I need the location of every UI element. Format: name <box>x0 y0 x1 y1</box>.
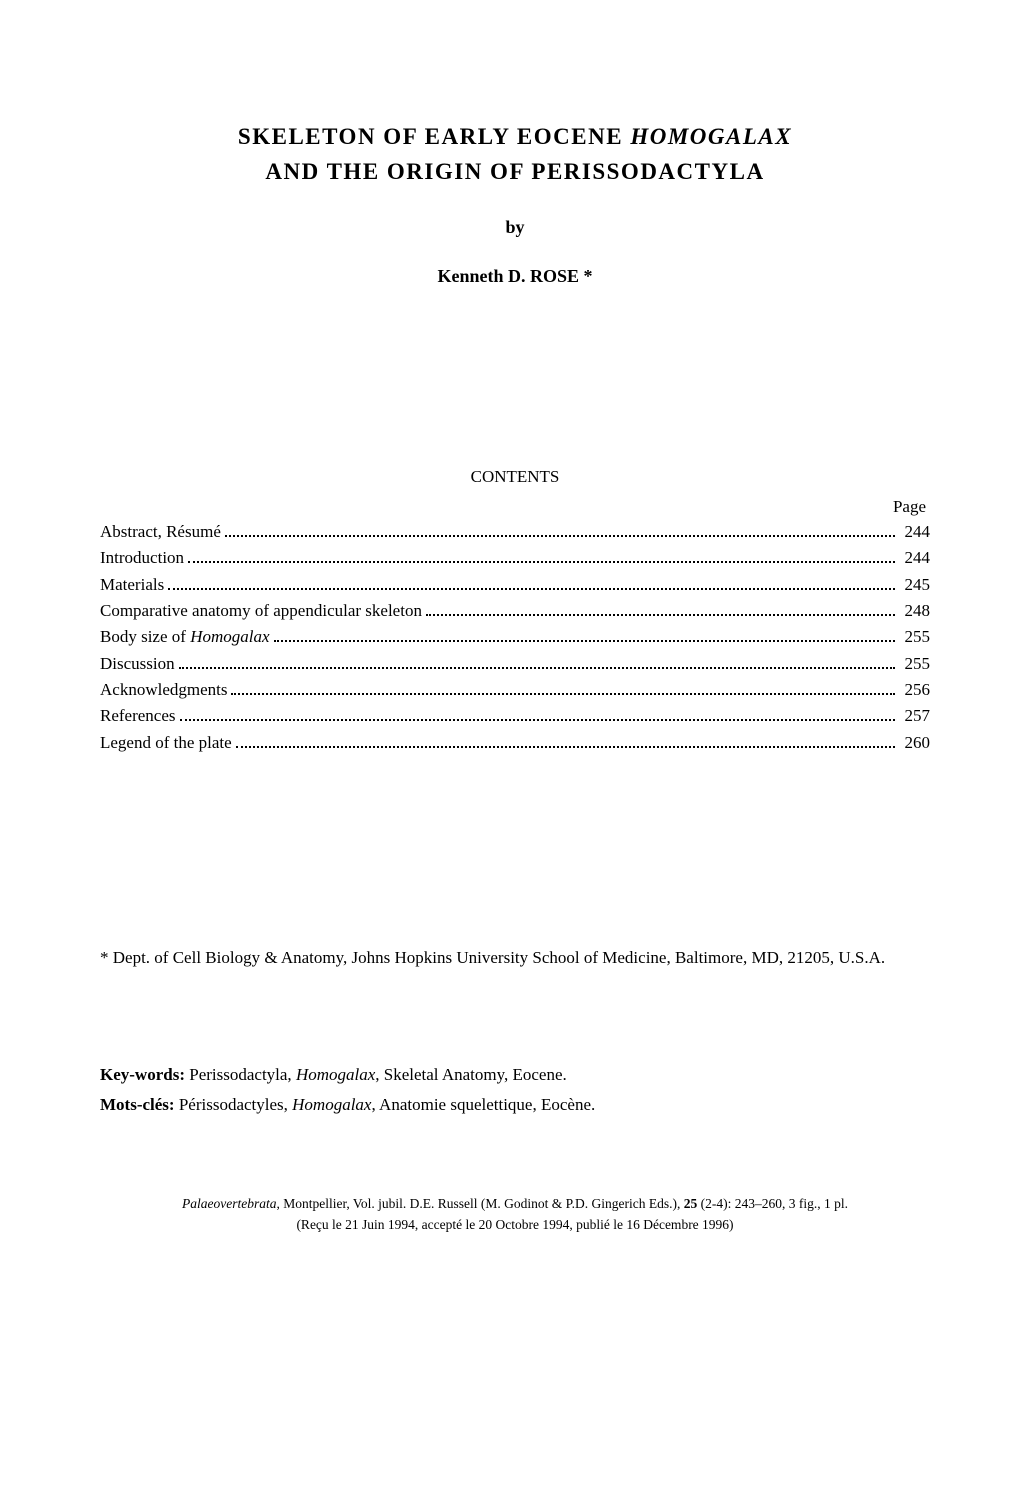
toc-row: References 257 <box>100 703 930 729</box>
toc-label-italic: Homogalax <box>190 627 269 646</box>
contents-list: Abstract, Résumé 244 Introduction 244 Ma… <box>100 519 930 756</box>
author-affiliation: * Dept. of Cell Biology & Anatomy, Johns… <box>100 946 930 970</box>
toc-page: 244 <box>899 519 931 545</box>
toc-dots <box>426 614 895 616</box>
keywords-fr: Mots-clés: Périssodactyles, Homogalax, A… <box>100 1090 930 1120</box>
keywords-en-suffix: , Skeletal Anatomy, Eocene. <box>375 1065 567 1084</box>
contents-page-label: Page <box>100 497 930 517</box>
paper-title: SKELETON OF EARLY EOCENE HOMOGALAX AND T… <box>100 120 930 189</box>
keywords-fr-suffix: , Anatomie squelettique, Eocène. <box>371 1095 595 1114</box>
toc-dots <box>180 719 895 721</box>
toc-row: Discussion 255 <box>100 651 930 677</box>
keywords-en: Key-words: Perissodactyla, Homogalax, Sk… <box>100 1060 930 1090</box>
toc-label: Acknowledgments <box>100 677 227 703</box>
citation-suffix-1: (2-4): 243–260, 3 fig., 1 pl. <box>697 1196 848 1211</box>
keywords-fr-italic: Homogalax <box>292 1095 371 1114</box>
title-italic-taxon: HOMOGALAX <box>630 124 792 149</box>
keywords-en-italic: Homogalax <box>296 1065 375 1084</box>
citation-line-1: Palaeovertebrata, Montpellier, Vol. jubi… <box>100 1194 930 1214</box>
keywords-fr-text: Périssodactyles, <box>175 1095 293 1114</box>
by-line: by <box>100 217 930 238</box>
keywords-fr-label: Mots-clés: <box>100 1095 175 1114</box>
toc-label-prefix: Body size of <box>100 627 190 646</box>
toc-row: Body size of Homogalax 255 <box>100 624 930 650</box>
toc-label: Introduction <box>100 545 184 571</box>
toc-page: 260 <box>899 730 931 756</box>
title-line-2: AND THE ORIGIN OF PERISSODACTYLA <box>100 155 930 190</box>
toc-dots <box>274 640 895 642</box>
toc-dots <box>168 588 894 590</box>
contents-heading: CONTENTS <box>100 467 930 487</box>
toc-label: Comparative anatomy of appendicular skel… <box>100 598 422 624</box>
toc-label: References <box>100 703 176 729</box>
toc-page: 257 <box>899 703 931 729</box>
title-line-1: SKELETON OF EARLY EOCENE HOMOGALAX <box>100 120 930 155</box>
toc-row: Acknowledgments 256 <box>100 677 930 703</box>
title-prefix: SKELETON OF EARLY EOCENE <box>238 124 630 149</box>
author-name: Kenneth D. ROSE * <box>100 266 930 287</box>
toc-label: Body size of Homogalax <box>100 624 270 650</box>
toc-label: Discussion <box>100 651 175 677</box>
keywords-en-text: Perissodactyla, <box>185 1065 296 1084</box>
toc-page: 248 <box>899 598 931 624</box>
citation-journal: Palaeovertebrata <box>182 1196 276 1211</box>
toc-label: Abstract, Résumé <box>100 519 221 545</box>
toc-dots <box>188 561 894 563</box>
citation-line-2: (Reçu le 21 Juin 1994, accepté le 20 Oct… <box>100 1215 930 1235</box>
toc-page: 255 <box>899 624 931 650</box>
toc-row: Abstract, Résumé 244 <box>100 519 930 545</box>
toc-row: Materials 245 <box>100 572 930 598</box>
toc-label: Materials <box>100 572 164 598</box>
toc-page: 244 <box>899 545 931 571</box>
citation-volume: 25 <box>684 1196 698 1211</box>
toc-row: Legend of the plate 260 <box>100 730 930 756</box>
toc-label: Legend of the plate <box>100 730 232 756</box>
keywords-block: Key-words: Perissodactyla, Homogalax, Sk… <box>100 1060 930 1120</box>
toc-page: 245 <box>899 572 931 598</box>
citation-text-1: , Montpellier, Vol. jubil. D.E. Russell … <box>276 1196 683 1211</box>
toc-row: Comparative anatomy of appendicular skel… <box>100 598 930 624</box>
keywords-en-label: Key-words: <box>100 1065 185 1084</box>
toc-row: Introduction 244 <box>100 545 930 571</box>
toc-dots <box>225 535 895 537</box>
toc-dots <box>231 693 894 695</box>
citation-block: Palaeovertebrata, Montpellier, Vol. jubi… <box>100 1194 930 1235</box>
toc-dots <box>179 667 895 669</box>
toc-dots <box>236 746 895 748</box>
title-block: SKELETON OF EARLY EOCENE HOMOGALAX AND T… <box>100 120 930 287</box>
toc-page: 255 <box>899 651 931 677</box>
toc-page: 256 <box>899 677 931 703</box>
